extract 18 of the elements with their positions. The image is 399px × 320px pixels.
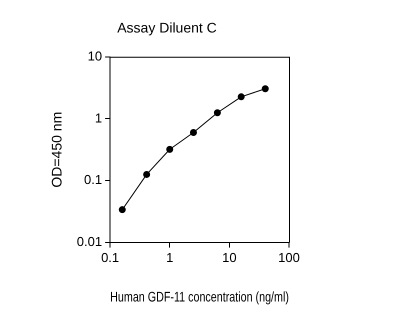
point bbox=[166, 146, 174, 153]
point bbox=[143, 170, 150, 178]
point bbox=[190, 128, 197, 136]
chart-title: Assay Diluent C bbox=[117, 19, 217, 36]
y-tick-label: 0.1 bbox=[84, 172, 102, 188]
x-tick-label: 100 bbox=[278, 250, 300, 265]
point bbox=[118, 206, 126, 214]
y-tick-label: 10 bbox=[88, 48, 102, 64]
point bbox=[214, 109, 221, 116]
x-tick-label: 1 bbox=[166, 250, 174, 265]
y-tick-label: 0.01 bbox=[76, 234, 102, 250]
y-axis-title: OD=450 nm bbox=[48, 112, 64, 188]
y-tick-label: 1 bbox=[94, 110, 102, 126]
x-axis-title: Human GDF-11 concentration (ng/ml) bbox=[110, 289, 289, 305]
x-tick-label: 0.1 bbox=[101, 250, 120, 265]
point bbox=[238, 93, 245, 100]
x-tick-label: 10 bbox=[222, 250, 237, 265]
point bbox=[262, 85, 269, 92]
